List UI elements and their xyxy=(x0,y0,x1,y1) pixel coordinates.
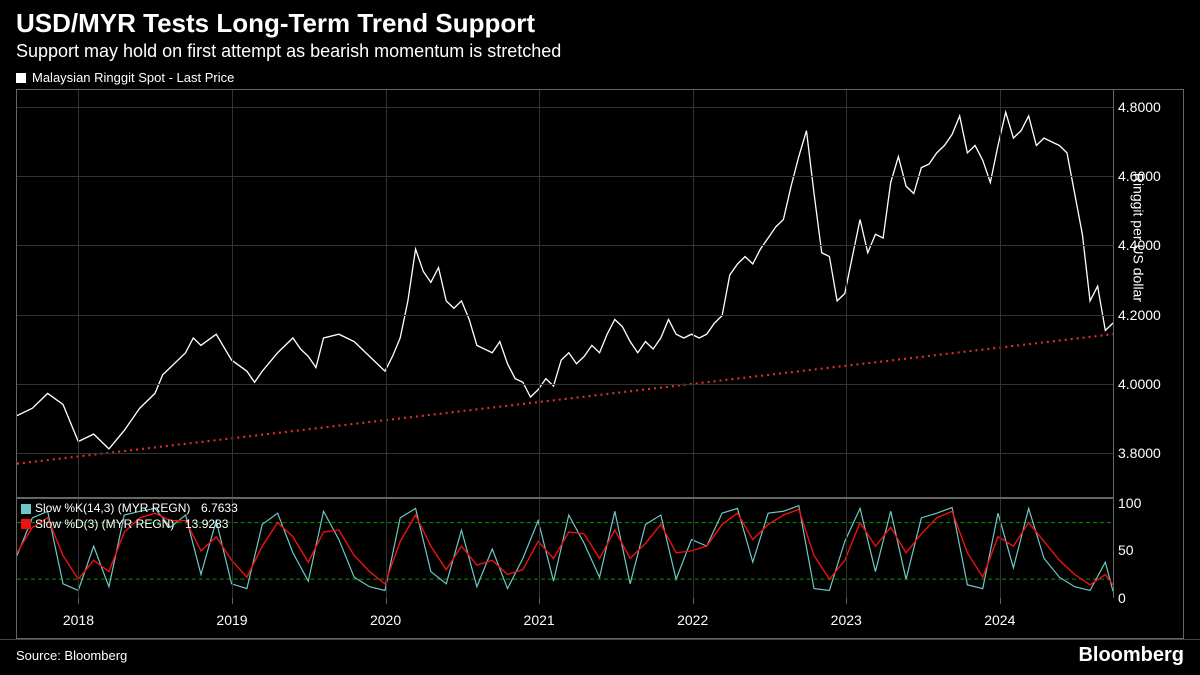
ytick-label: 3.8000 xyxy=(1118,445,1161,461)
chart-subtitle: Support may hold on first attempt as bea… xyxy=(16,41,1184,62)
main-price-panel[interactable] xyxy=(17,90,1113,498)
oscillator-legend-row: Slow %D(3) (MYR REGN) 13.9283 xyxy=(21,517,238,533)
main-y-axis: Ringgit per US dollar 3.80004.00004.2000… xyxy=(1113,90,1183,498)
legend-label: Slow %D(3) (MYR REGN) xyxy=(35,517,174,533)
legend-swatch xyxy=(16,73,26,83)
xtick-label: 2020 xyxy=(370,612,401,628)
ytick-label: 4.4000 xyxy=(1118,237,1161,253)
legend-swatch xyxy=(21,504,31,514)
xtick-label: 2021 xyxy=(524,612,555,628)
legend-swatch xyxy=(21,519,31,529)
main-legend-label: Malaysian Ringgit Spot - Last Price xyxy=(32,70,234,85)
oscillator-y-axis: 050100 xyxy=(1113,498,1183,598)
xtick-label: 2024 xyxy=(984,612,1015,628)
ytick-label: 4.6000 xyxy=(1118,168,1161,184)
oscillator-panel[interactable]: Slow %K(14,3) (MYR REGN) 6.7633Slow %D(3… xyxy=(17,498,1113,598)
sub-ytick-label: 0 xyxy=(1118,590,1126,606)
sub-ytick-label: 100 xyxy=(1118,495,1141,511)
chart-title: USD/MYR Tests Long-Term Trend Support xyxy=(16,8,1184,39)
legend-value: 6.7633 xyxy=(194,501,237,517)
xtick-label: 2022 xyxy=(677,612,708,628)
sub-ytick-label: 50 xyxy=(1118,542,1134,558)
xtick-label: 2023 xyxy=(831,612,862,628)
ytick-label: 4.0000 xyxy=(1118,376,1161,392)
legend-label: Slow %K(14,3) (MYR REGN) xyxy=(35,501,190,517)
ytick-label: 4.8000 xyxy=(1118,99,1161,115)
trendline xyxy=(17,334,1113,464)
chart-area: Ringgit per US dollar 3.80004.00004.2000… xyxy=(16,89,1184,639)
source-attribution: Source: Bloomberg xyxy=(16,648,127,663)
xtick-label: 2019 xyxy=(216,612,247,628)
oscillator-legend-row: Slow %K(14,3) (MYR REGN) 6.7633 xyxy=(21,501,238,517)
xtick-label: 2018 xyxy=(63,612,94,628)
oscillator-legend: Slow %K(14,3) (MYR REGN) 6.7633Slow %D(3… xyxy=(21,501,238,532)
legend-value: 13.9283 xyxy=(178,517,228,533)
main-legend: Malaysian Ringgit Spot - Last Price xyxy=(0,66,1200,89)
ytick-label: 4.2000 xyxy=(1118,307,1161,323)
x-axis: 2018 2019 2020 2021 2022 2023 2024 xyxy=(17,598,1113,638)
brand-logo: Bloomberg xyxy=(1078,644,1184,667)
